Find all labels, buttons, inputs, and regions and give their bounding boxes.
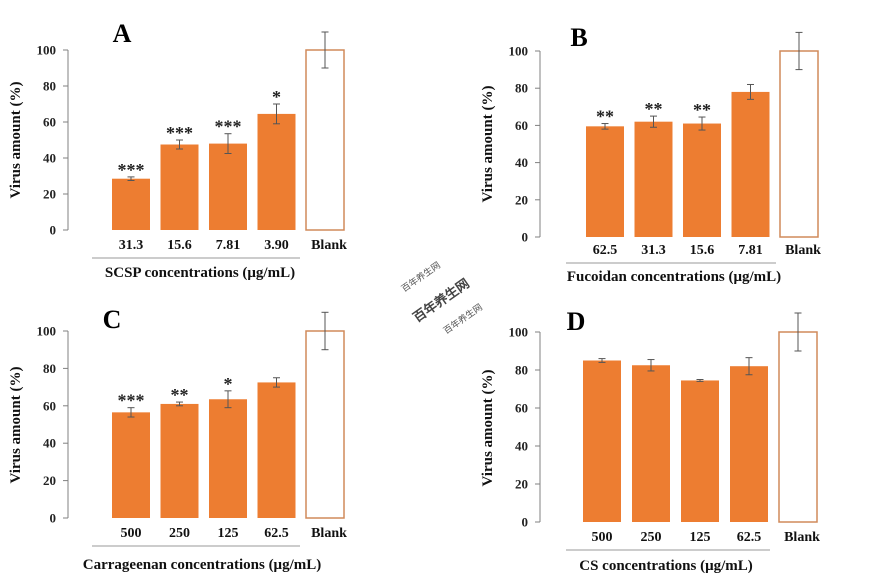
category-label: 500 [121, 526, 142, 541]
significance-label: *** [166, 123, 193, 143]
y-tick-label: 40 [515, 155, 528, 170]
y-tick-label: 40 [515, 439, 528, 454]
sample-bar [731, 91, 770, 237]
y-tick-label: 60 [515, 401, 528, 416]
sample-bar [257, 113, 296, 230]
y-tick-label: 100 [509, 325, 529, 340]
significance-label: *** [118, 160, 145, 180]
sample-bar [583, 360, 621, 522]
category-label: Blank [311, 526, 347, 541]
x-axis-label: SCSP concentrations (μg/mL) [105, 265, 295, 281]
category-label: 15.6 [167, 238, 192, 253]
category-label: Blank [785, 243, 821, 258]
blank-bar [305, 330, 345, 519]
y-tick-label: 0 [50, 511, 57, 526]
sample-bar [112, 178, 150, 230]
category-label: Blank [784, 530, 820, 545]
significance-label: ** [596, 107, 614, 127]
category-label: 15.6 [690, 243, 715, 258]
sample-bar [160, 144, 199, 230]
sample-bar [160, 403, 199, 518]
significance-label: * [272, 87, 281, 107]
significance-label: ** [693, 100, 711, 120]
y-tick-label: 20 [43, 473, 56, 488]
category-label: 7.81 [738, 243, 763, 258]
category-label: 62.5 [593, 243, 618, 258]
blank-bar [305, 49, 345, 231]
y-tick-label: 40 [43, 436, 56, 451]
y-tick-label: 80 [43, 361, 56, 376]
sample-bar [730, 366, 768, 522]
x-axis-label: Fucoidan concentrations (μg/mL) [567, 269, 781, 285]
blank-bar [778, 331, 818, 523]
y-tick-label: 60 [43, 398, 56, 413]
y-tick-label: 100 [37, 43, 57, 58]
category-label: 250 [169, 526, 190, 541]
category-label: 7.81 [216, 238, 241, 253]
sample-bar [634, 121, 673, 237]
y-tick-label: 100 [37, 324, 57, 339]
y-tick-label: 80 [515, 363, 528, 378]
sample-bar [209, 143, 247, 230]
chart-panel-b: B 0 20 40 60 80 100 Virus amount (%) ** 62.5 ** 31.… [480, 23, 821, 285]
category-label: 500 [592, 530, 613, 545]
sample-bar [586, 126, 624, 237]
category-label: 250 [641, 530, 662, 545]
y-tick-label: 0 [522, 230, 529, 245]
category-label: 125 [690, 530, 711, 545]
sample-bar [257, 382, 296, 518]
significance-label: * [224, 374, 233, 394]
chart-panel-d: D 0 20 40 60 80 100 Virus amount (%) 500 250 125 62… [480, 307, 820, 574]
y-tick-label: 20 [43, 187, 56, 202]
sample-bar [683, 123, 721, 237]
sample-bar [209, 399, 247, 518]
y-axis-label: Virus amount (%) [8, 82, 24, 199]
category-label: 31.3 [641, 243, 666, 258]
y-tick-label: 60 [515, 118, 528, 133]
y-axis-label: Virus amount (%) [480, 370, 496, 487]
y-tick-label: 20 [515, 477, 528, 492]
category-label: Blank [311, 238, 347, 253]
y-tick-label: 80 [43, 79, 56, 94]
panel-label: B [570, 23, 587, 52]
significance-label: *** [215, 117, 242, 137]
significance-label: *** [118, 391, 145, 411]
category-label: 62.5 [737, 530, 762, 545]
y-tick-label: 0 [50, 223, 57, 238]
category-label: 31.3 [119, 238, 144, 253]
y-tick-label: 100 [509, 44, 529, 59]
panel-label: C [103, 305, 122, 334]
chart-panel-a: A 0 20 40 60 80 100 Virus amount (%) *** 31.3 *** 1… [8, 19, 347, 281]
significance-label: ** [645, 99, 663, 119]
y-tick-label: 40 [43, 151, 56, 166]
category-label: 125 [218, 526, 239, 541]
y-tick-label: 80 [515, 81, 528, 96]
panel-label: D [567, 307, 586, 336]
x-axis-label: Carrageenan concentrations (μg/mL) [83, 557, 321, 573]
y-axis-label: Virus amount (%) [8, 367, 24, 484]
chart-panel-c: C 0 20 40 60 80 100 Virus amount (%) *** 500 ** 250… [8, 305, 347, 573]
sample-bar [112, 412, 150, 518]
y-tick-label: 20 [515, 192, 528, 207]
panel-label: A [113, 19, 132, 48]
y-tick-label: 0 [522, 515, 529, 530]
blank-bar [779, 50, 819, 238]
category-label: 3.90 [264, 238, 289, 253]
y-axis-label: Virus amount (%) [480, 86, 496, 203]
x-axis-label: CS concentrations (μg/mL) [579, 558, 753, 574]
sample-bar [632, 365, 670, 522]
sample-bar [681, 380, 719, 522]
significance-label: ** [171, 385, 189, 405]
category-label: 62.5 [264, 526, 289, 541]
y-tick-label: 60 [43, 115, 56, 130]
